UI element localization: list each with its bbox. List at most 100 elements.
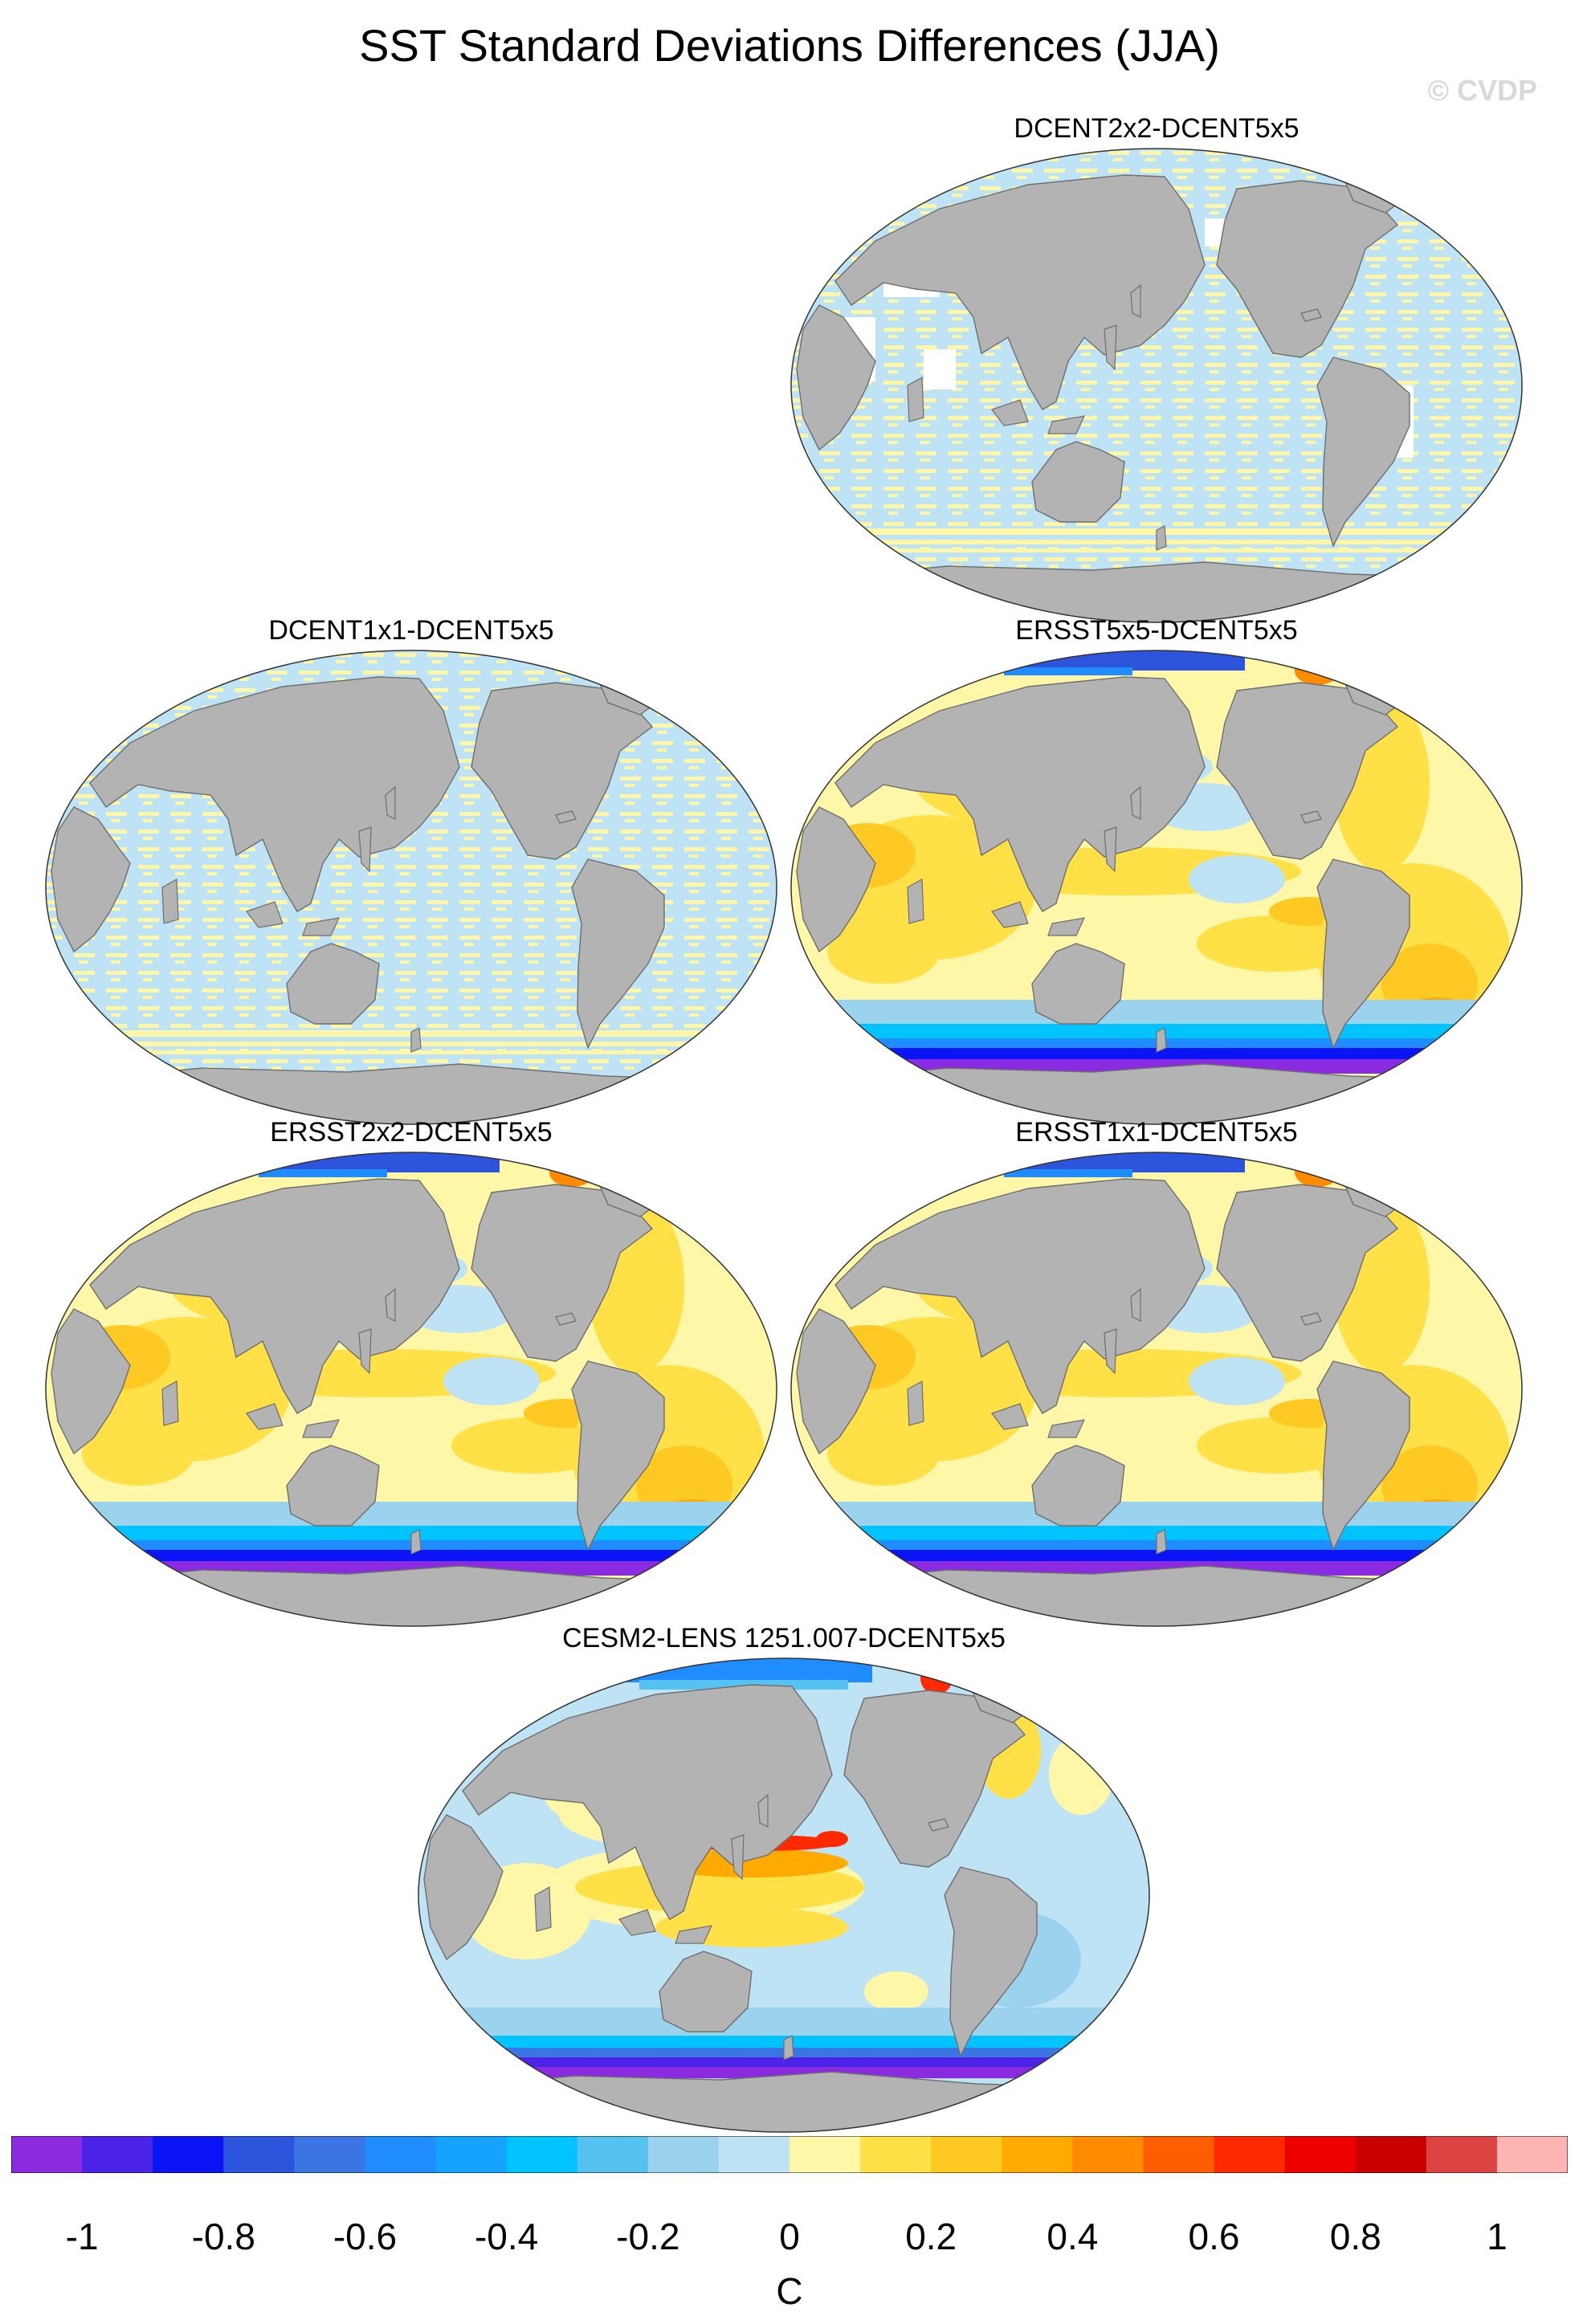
colorbar-tick-label: -1 xyxy=(65,2216,99,2257)
island-land xyxy=(991,901,1029,928)
samerica-land xyxy=(1316,357,1410,548)
australia-land xyxy=(1031,441,1125,523)
island-land xyxy=(1156,1027,1167,1053)
robinson-map xyxy=(790,650,1523,1125)
samerica-land xyxy=(571,858,665,1050)
antarctica-land xyxy=(72,1565,750,1626)
anomaly-region xyxy=(451,1417,612,1474)
colorbar-tick-label: -0.6 xyxy=(333,2216,398,2257)
anomaly-region xyxy=(932,650,996,668)
map-border xyxy=(790,148,1523,623)
africa-land xyxy=(796,806,876,953)
anomaly-region xyxy=(816,1831,848,1847)
island-land xyxy=(907,377,924,422)
island-land xyxy=(410,1027,422,1053)
island-land xyxy=(385,785,396,820)
island-land xyxy=(1104,826,1117,873)
island-land xyxy=(302,917,341,936)
island-land xyxy=(783,2035,794,2061)
island-land xyxy=(731,1834,745,1881)
colorbar-swatch xyxy=(577,2136,649,2173)
colorbar-swatch xyxy=(647,2136,720,2173)
panel-title: ERSST1x1-DCENT5x5 xyxy=(1015,1117,1298,1148)
anomaly-region xyxy=(1049,1735,1113,1815)
island-land xyxy=(161,1380,179,1426)
colorbar-swatch xyxy=(1214,2136,1286,2173)
colorbar-swatch xyxy=(1002,2136,1073,2173)
colorbar-tick-label: -0.2 xyxy=(616,2216,680,2257)
island-land xyxy=(1130,283,1141,318)
island-land xyxy=(358,826,372,873)
panel-title: DCENT1x1-DCENT5x5 xyxy=(268,615,554,646)
colorbar-swatch xyxy=(82,2136,153,2173)
panel-title: ERSST2x2-DCENT5x5 xyxy=(270,1117,553,1148)
island-land xyxy=(675,1925,713,1944)
anomaly-region xyxy=(186,1152,251,1170)
map-border xyxy=(790,650,1523,1125)
island-land xyxy=(1300,810,1322,824)
colorbar-tick-label: 0.8 xyxy=(1329,2216,1381,2257)
map-panel-dcent1x1: DCENT1x1-DCENT5x5 xyxy=(42,614,781,1128)
colorbar-tick-label: 0 xyxy=(779,2216,800,2257)
island-land xyxy=(618,1909,656,1936)
island-land xyxy=(246,901,284,928)
africa-land xyxy=(51,806,131,953)
island-land xyxy=(1130,1287,1141,1322)
anomaly-region xyxy=(1189,855,1285,903)
island-land xyxy=(1300,1312,1322,1326)
colorbar-swatch xyxy=(1072,2136,1144,2173)
colorbar-swatch xyxy=(435,2136,508,2173)
robinson-map xyxy=(45,1152,777,1627)
anomaly-region xyxy=(1313,660,1329,673)
samerica-land xyxy=(944,1866,1038,2057)
map-panel-cesm2-lens: CESM2-LENS 1251.007-DCENT5x5 xyxy=(414,1622,1153,2136)
island-land xyxy=(1047,415,1086,434)
anomaly-region xyxy=(549,1158,594,1187)
island-land xyxy=(410,1529,422,1555)
island-land xyxy=(385,1287,396,1322)
island-land xyxy=(757,1793,769,1828)
colorbar-swatch xyxy=(1355,2136,1427,2173)
panel-title: CESM2-LENS 1251.007-DCENT5x5 xyxy=(562,1623,1006,1653)
anomaly-region xyxy=(1295,1158,1340,1187)
australia-land xyxy=(659,1951,753,2032)
samerica-land xyxy=(1316,858,1410,1050)
colorbar-swatch xyxy=(1143,2136,1215,2173)
colorbar-swatch xyxy=(1284,2136,1357,2173)
map-panel-dcent2x2: DCENT2x2-DCENT5x5 xyxy=(787,112,1526,626)
island-land xyxy=(1156,1529,1167,1555)
island-land xyxy=(555,810,577,824)
anomaly-region xyxy=(1295,656,1340,685)
island-land xyxy=(907,1380,924,1426)
island-land xyxy=(1047,917,1086,936)
anomaly-region xyxy=(200,1153,229,1163)
panel-title: ERSST5x5-DCENT5x5 xyxy=(1015,615,1298,646)
island-land xyxy=(991,1403,1029,1430)
island-land xyxy=(246,1403,284,1430)
colorbar-swatch xyxy=(1496,2136,1568,2173)
antarctica-land xyxy=(818,1565,1495,1626)
colorbar-swatch xyxy=(223,2136,295,2173)
colorbar-swatch xyxy=(790,2136,861,2173)
island-land xyxy=(1130,785,1141,820)
figure-title: SST Standard Deviations Differences (JJA… xyxy=(359,20,1220,71)
colorbar-swatch xyxy=(153,2136,224,2173)
robinson-map xyxy=(790,1152,1523,1627)
colorbar-swatch xyxy=(506,2136,578,2173)
island-land xyxy=(1156,525,1167,551)
island-land xyxy=(302,1419,341,1438)
colorbar-swatch xyxy=(11,2136,83,2173)
colorbar-swatch xyxy=(365,2136,437,2173)
island-land xyxy=(358,1328,372,1375)
africa-land xyxy=(423,1814,504,1961)
colorbar-swatch xyxy=(294,2136,365,2173)
island-land xyxy=(1300,308,1322,322)
colorbar-tick-label: 0.6 xyxy=(1188,2216,1240,2257)
island-land xyxy=(534,1886,552,1932)
anomaly-region xyxy=(932,1152,996,1170)
island-land xyxy=(161,879,179,924)
colorbar xyxy=(11,2136,1568,2173)
robinson-map xyxy=(418,1657,1150,2133)
colorbar-swatch xyxy=(860,2136,932,2173)
